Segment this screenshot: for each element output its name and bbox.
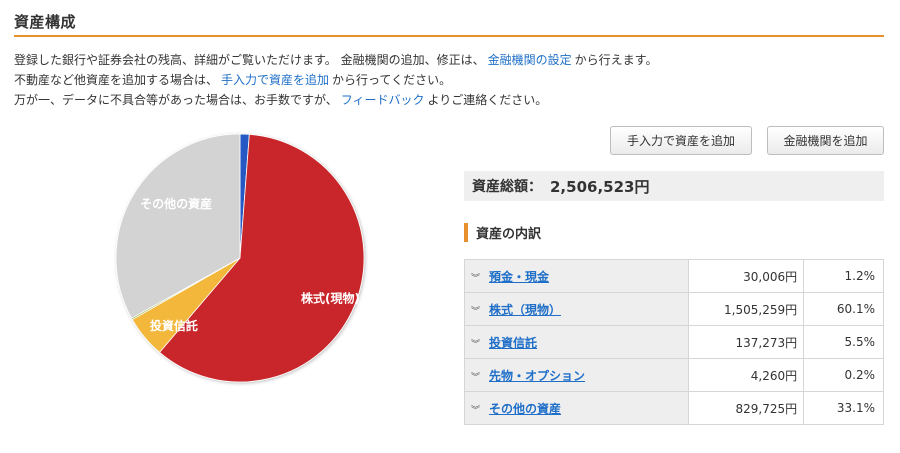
category-cell: ︾ 投資信託	[463, 325, 690, 359]
asset-pie-chart: 株式(現物) 投資信託 その他の資産	[112, 130, 368, 386]
intro-line-1: 登録した銀行や証券会社の残高、詳細がご覧いただけます。 金融機関の追加、修正は、…	[14, 50, 894, 70]
category-cell: ︾ 預金・現金	[463, 259, 690, 293]
category-link-funds[interactable]: 投資信託	[489, 335, 538, 350]
title-divider	[14, 35, 884, 37]
intro-line-2: 不動産など他資産を追加する場合は、 手入力で資産を追加 から行ってください。	[14, 70, 894, 90]
intro-line-3: 万が一、データに不具合等があった場合は、お手数ですが、 フィードバック よりご連絡く…	[14, 90, 894, 110]
total-assets-label: 資産総額：	[472, 179, 542, 195]
percent-cell: 33.1%	[803, 391, 884, 425]
breakdown-heading: 資産の内訳	[464, 222, 541, 242]
category-cell: ︾ 株式（現物）	[463, 292, 690, 326]
percent-cell: 0.2%	[803, 358, 884, 392]
breakdown-heading-text: 資産の内訳	[476, 226, 542, 242]
table-row: ︾ 先物・オプション 4,260円 0.2%	[463, 358, 884, 392]
chevron-down-icon[interactable]: ︾	[471, 273, 481, 284]
percent-cell: 5.5%	[803, 325, 884, 359]
chevron-down-icon[interactable]: ︾	[471, 306, 481, 317]
feedback-link[interactable]: フィードバック	[340, 93, 425, 107]
pie-labels: 株式(現物) 投資信託 その他の資産	[140, 196, 360, 333]
percent-cell: 60.1%	[803, 292, 884, 326]
intro-line-1-text: 登録した銀行や証券会社の残高、詳細がご覧いただけます。 金融機関の追加、修正は、	[14, 53, 485, 67]
table-row: ︾ その他の資産 829,725円 33.1%	[463, 391, 884, 425]
page-title: 資産構成	[14, 13, 77, 31]
intro-line-2-text: 不動産など他資産を追加する場合は、	[14, 73, 219, 87]
intro-line-1-tail: から行えます。	[574, 53, 658, 67]
category-cell: ︾ その他の資産	[463, 391, 690, 425]
table-row: ︾ 預金・現金 30,006円 1.2%	[463, 259, 884, 293]
asset-breakdown-table: ︾ 預金・現金 30,006円 1.2% ︾ 株式（現物） 1,505,259円 6…	[463, 259, 884, 425]
chevron-down-icon[interactable]: ︾	[471, 405, 481, 416]
manual-add-link[interactable]: 手入力で資産を追加	[221, 73, 330, 87]
manual-add-button[interactable]: 手入力で資産を追加	[610, 126, 752, 155]
heading-accent-bar	[464, 222, 468, 242]
table-row: ︾ 投資信託 137,273円 5.5%	[463, 325, 884, 359]
intro-text: 登録した銀行や証券会社の残高、詳細がご覧いただけます。 金融機関の追加、修正は、…	[14, 50, 894, 110]
category-link-deposits[interactable]: 預金・現金	[489, 269, 550, 284]
amount-cell: 137,273円	[688, 325, 805, 359]
intro-line-3-tail: よりご連絡ください。	[427, 93, 548, 107]
category-link-stocks[interactable]: 株式（現物）	[489, 302, 562, 317]
total-assets-box: 資産総額： 2,506,523円	[464, 171, 884, 201]
amount-cell: 30,006円	[688, 259, 805, 293]
pie-label-1: 株式(現物)	[301, 291, 360, 306]
amount-cell: 4,260円	[688, 358, 805, 392]
pie-label-2: 投資信託	[150, 318, 198, 333]
category-cell: ︾ 先物・オプション	[463, 358, 690, 392]
intro-line-3-text: 万が一、データに不具合等があった場合は、お手数ですが、	[14, 93, 338, 107]
percent-cell: 1.2%	[803, 259, 884, 293]
institution-settings-link[interactable]: 金融機関の設定	[487, 53, 572, 67]
pie-label-4: その他の資産	[140, 196, 212, 211]
add-institution-button[interactable]: 金融機関を追加	[767, 126, 884, 155]
amount-cell: 829,725円	[688, 391, 805, 425]
pie-svg: 株式(現物) 投資信託 その他の資産	[115, 133, 365, 383]
intro-line-2-tail: から行ってください。	[332, 73, 452, 87]
pie-slice-4	[115, 133, 241, 319]
chevron-down-icon[interactable]: ︾	[471, 372, 481, 383]
total-assets-value: 2,506,523円	[550, 177, 650, 196]
category-link-other[interactable]: その他の資産	[489, 401, 562, 416]
pie-slices	[115, 133, 365, 383]
table-row: ︾ 株式（現物） 1,505,259円 60.1%	[463, 292, 884, 326]
chevron-down-icon[interactable]: ︾	[471, 339, 481, 350]
category-link-futures[interactable]: 先物・オプション	[489, 368, 586, 383]
amount-cell: 1,505,259円	[688, 292, 805, 326]
pie-slice-1	[158, 133, 365, 383]
